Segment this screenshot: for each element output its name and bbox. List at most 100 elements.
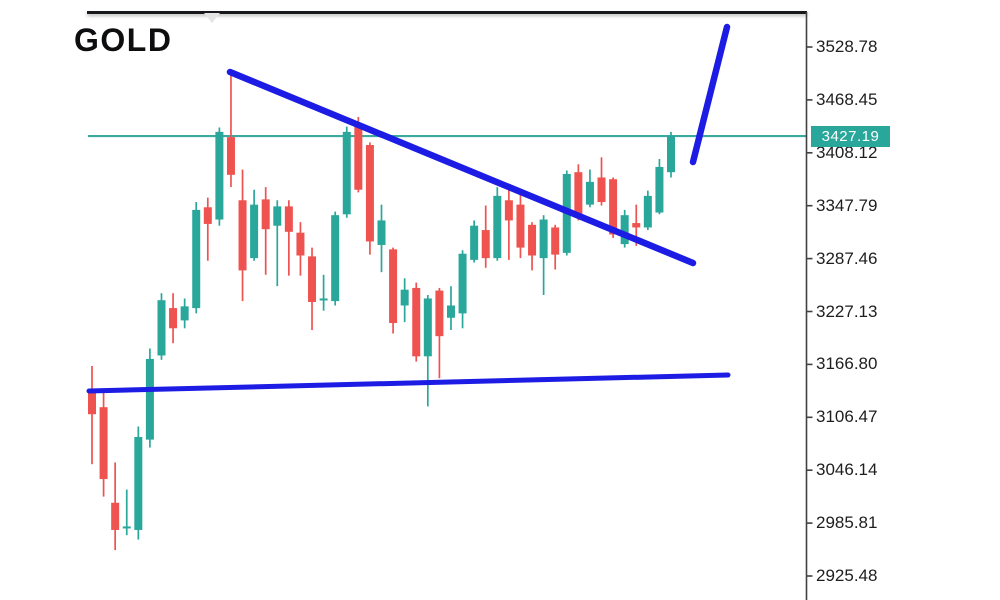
candle (446, 286, 455, 331)
candle (331, 211, 340, 306)
candle-body (539, 219, 548, 259)
candle-body (250, 204, 259, 259)
candle-body (99, 407, 108, 480)
candle-body (551, 227, 560, 255)
candle (180, 298, 189, 329)
candle (377, 204, 386, 273)
candle (643, 190, 652, 231)
candle (504, 189, 513, 260)
candle-body (516, 204, 525, 248)
candle (157, 293, 166, 360)
descending-resistance-line[interactable] (226, 68, 697, 267)
candle (574, 164, 583, 221)
candle (539, 215, 548, 295)
candle (493, 187, 502, 261)
candle (169, 293, 178, 344)
candle (516, 192, 525, 259)
candle-body (145, 358, 154, 440)
candle-body (180, 306, 189, 321)
candle-body (308, 256, 317, 302)
candle-body (273, 206, 282, 226)
ascending-support-line[interactable] (86, 372, 731, 394)
candle-body (377, 220, 386, 245)
candle-body (504, 200, 513, 221)
candle-body (435, 290, 444, 337)
candle-body (238, 200, 247, 271)
candle (88, 365, 96, 465)
candle-body (122, 526, 131, 529)
candle-body (643, 195, 652, 228)
candle (273, 200, 282, 287)
candle-body (412, 287, 421, 357)
candle (389, 247, 398, 334)
candle (655, 159, 664, 215)
candle (470, 220, 479, 263)
candle (667, 131, 675, 178)
candle (620, 209, 629, 248)
symbol-title: GOLD (74, 22, 173, 58)
candle (412, 282, 421, 362)
candle-body (423, 298, 432, 357)
candle (215, 127, 224, 226)
candle (261, 187, 270, 275)
chart-top-border (87, 11, 807, 14)
watermark-triangle-icon (204, 13, 220, 23)
candle (319, 274, 328, 311)
candle (423, 294, 432, 407)
candle-body (296, 232, 305, 256)
candle-body (667, 136, 675, 173)
candle-body (389, 249, 398, 324)
candle (145, 348, 154, 448)
candle (400, 278, 409, 323)
candle (134, 426, 143, 540)
breakout-projection-line[interactable] (689, 23, 731, 166)
candle-body (203, 207, 212, 224)
candle-body (458, 253, 467, 314)
candle-body (620, 215, 629, 245)
candle (342, 126, 351, 218)
candle-body (365, 145, 374, 242)
candle-body (493, 195, 502, 259)
candle-body (354, 123, 363, 190)
candle-body (597, 177, 606, 203)
candle (226, 72, 235, 188)
candle (308, 247, 317, 331)
candle-body (655, 166, 664, 213)
candle-body (470, 225, 479, 260)
candle (192, 202, 201, 314)
candle-body (585, 181, 594, 205)
candle-body (215, 131, 224, 220)
candle-body (261, 199, 270, 230)
candle-body (632, 223, 641, 228)
candle (481, 205, 490, 268)
candle-body (169, 308, 178, 329)
candle-body (226, 137, 235, 175)
candle (99, 390, 108, 497)
candle (435, 287, 444, 379)
candle-body (192, 209, 201, 309)
current-price-badge: 3427.19 (811, 125, 890, 147)
candle (458, 250, 467, 329)
candle (585, 169, 594, 208)
candle-body (134, 437, 143, 530)
candle-body (331, 215, 340, 302)
candle-body (284, 206, 293, 232)
candle (354, 116, 363, 193)
candle (250, 189, 259, 261)
candle (284, 200, 293, 276)
candle-body (88, 388, 96, 415)
candle (122, 489, 131, 536)
candle-body (528, 224, 537, 256)
candle-body (319, 298, 328, 301)
candle (528, 222, 537, 271)
candle (551, 224, 560, 270)
candle-body (574, 172, 583, 218)
candle (203, 197, 212, 261)
candle (238, 169, 247, 302)
candle-body (609, 179, 618, 235)
candle-body (446, 305, 455, 318)
candle (296, 222, 305, 276)
candle-body (157, 300, 166, 356)
